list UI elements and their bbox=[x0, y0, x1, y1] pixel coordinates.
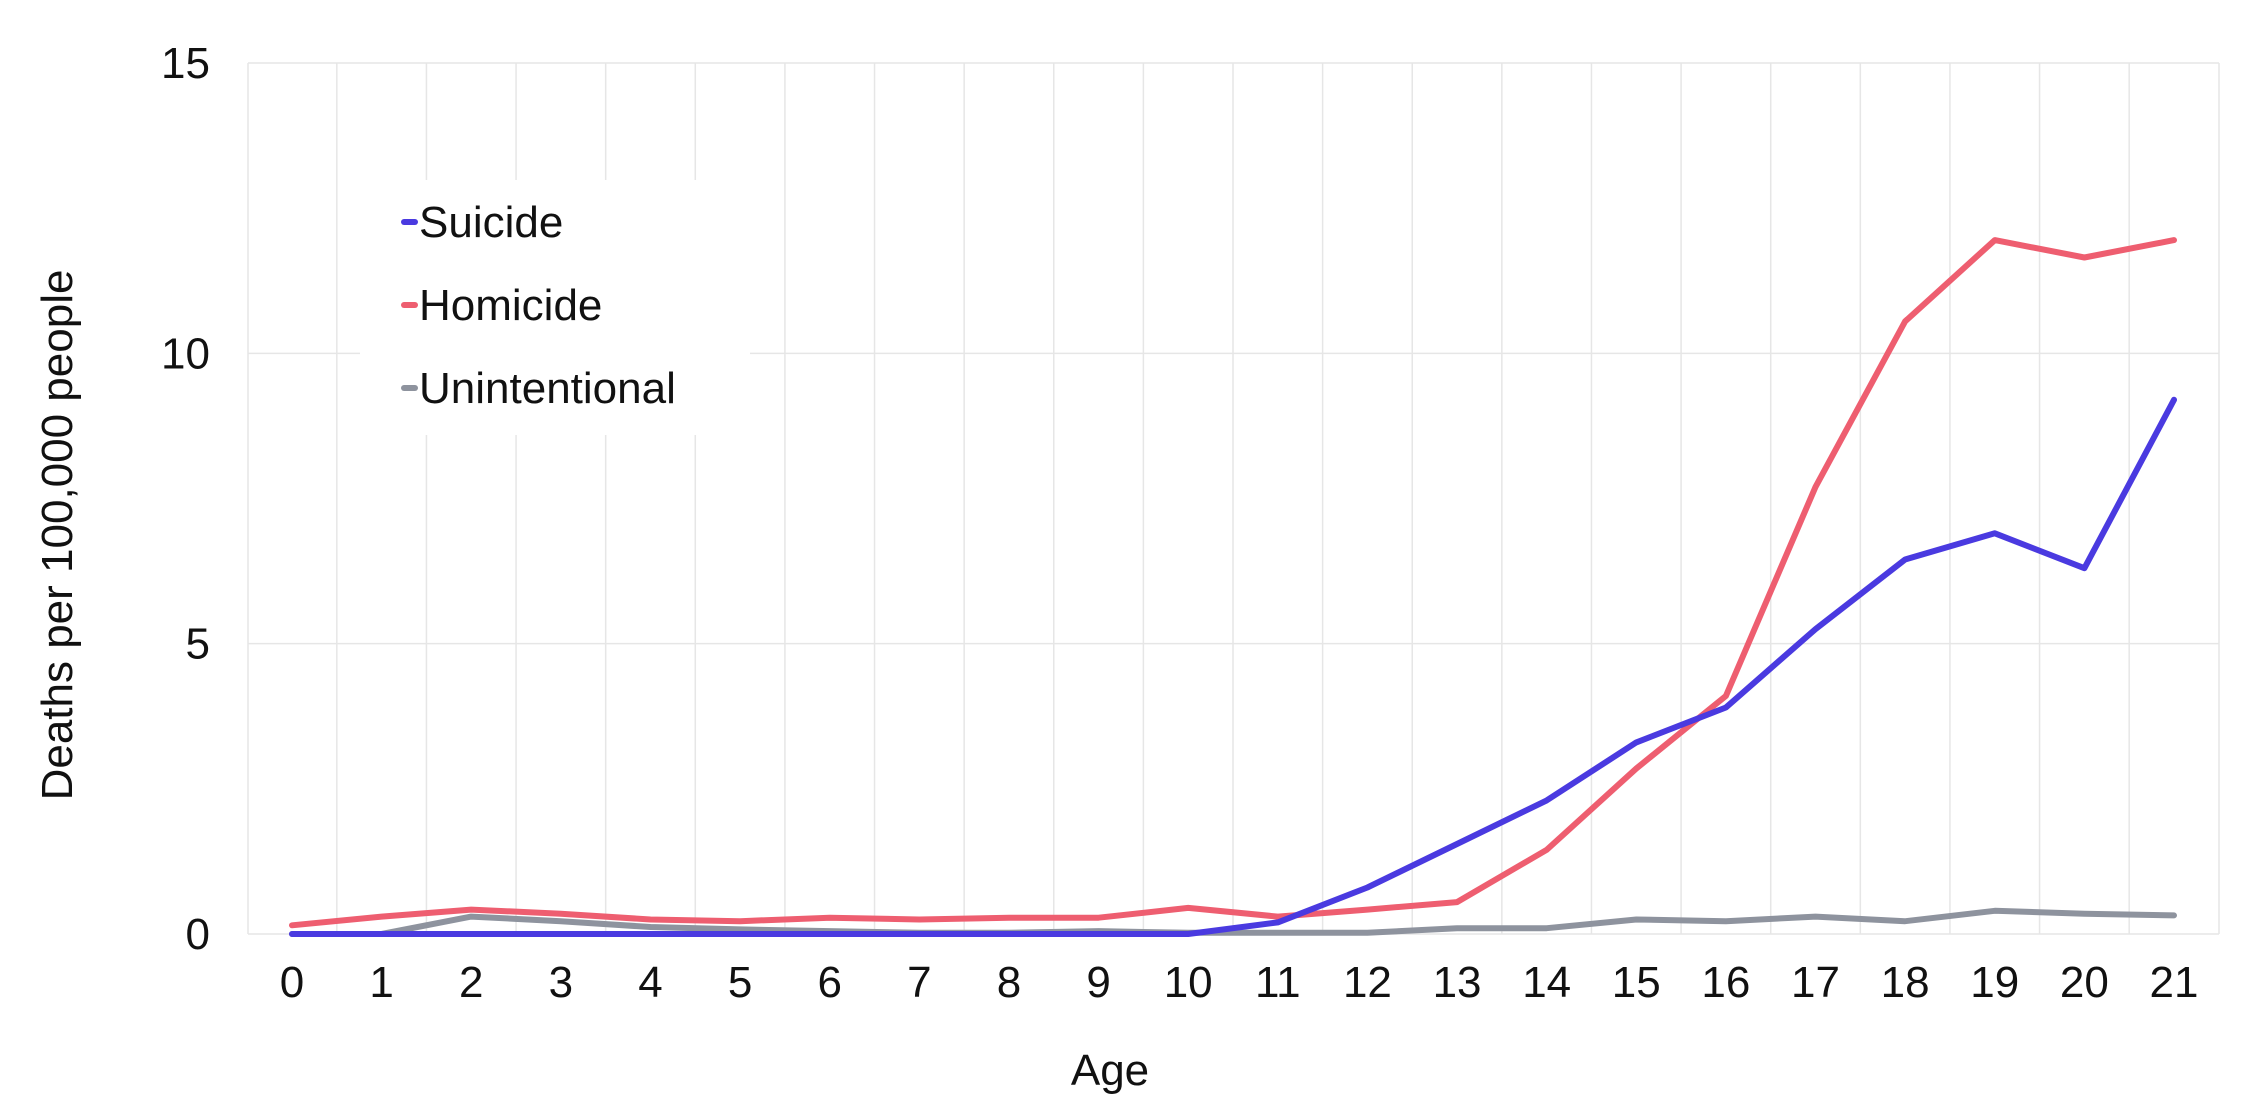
legend: Suicide Homicide Unintentional bbox=[360, 180, 750, 435]
x-tick-label: 2 bbox=[459, 958, 483, 1007]
x-tick-label: 19 bbox=[1970, 958, 2019, 1007]
legend-background bbox=[360, 180, 750, 435]
x-tick-label: 14 bbox=[1522, 958, 1571, 1007]
x-tick-label: 5 bbox=[728, 958, 752, 1007]
x-tick-label: 7 bbox=[907, 958, 931, 1007]
x-tick-label: 17 bbox=[1791, 958, 1840, 1007]
x-axis-title: Age bbox=[1071, 1046, 1149, 1095]
y-axis-ticks: 0 5 10 15 bbox=[161, 39, 210, 959]
series-line-homicide bbox=[289, 237, 2177, 929]
x-tick-label: 20 bbox=[2060, 958, 2109, 1007]
series-lines bbox=[289, 237, 2177, 937]
x-tick-label: 9 bbox=[1086, 958, 1110, 1007]
x-tick-label: 13 bbox=[1433, 958, 1482, 1007]
x-tick-label: 4 bbox=[638, 958, 662, 1007]
x-tick-label: 11 bbox=[1255, 958, 1301, 1007]
y-tick-label: 10 bbox=[161, 329, 210, 378]
y-tick-label: 15 bbox=[161, 39, 210, 88]
legend-label-homicide: Homicide bbox=[419, 281, 602, 330]
x-tick-label: 15 bbox=[1612, 958, 1661, 1007]
x-tick-label: 0 bbox=[280, 958, 304, 1007]
x-tick-label: 10 bbox=[1164, 958, 1213, 1007]
series-line-unintentional bbox=[289, 907, 2177, 937]
y-axis-title: Deaths per 100,000 people bbox=[33, 270, 82, 801]
x-tick-label: 21 bbox=[2150, 958, 2199, 1007]
series-line-suicide bbox=[289, 396, 2177, 937]
x-tick-label: 16 bbox=[1701, 958, 1750, 1007]
x-tick-label: 12 bbox=[1343, 958, 1392, 1007]
x-tick-label: 6 bbox=[817, 958, 841, 1007]
legend-items: Suicide Homicide Unintentional bbox=[401, 198, 676, 413]
y-tick-label: 0 bbox=[186, 910, 210, 959]
legend-label-suicide: Suicide bbox=[419, 198, 563, 247]
y-tick-label: 5 bbox=[186, 620, 210, 669]
x-tick-label: 3 bbox=[549, 958, 573, 1007]
x-tick-label: 8 bbox=[997, 958, 1021, 1007]
x-axis-ticks: 0 1 2 3 4 5 6 7 8 9 10 11 12 13 14 15 16 17 18 19 20 21 bbox=[280, 958, 2199, 1007]
x-tick-label: 1 bbox=[369, 958, 393, 1007]
x-tick-label: 18 bbox=[1881, 958, 1930, 1007]
legend-label-unintentional: Unintentional bbox=[419, 364, 676, 413]
